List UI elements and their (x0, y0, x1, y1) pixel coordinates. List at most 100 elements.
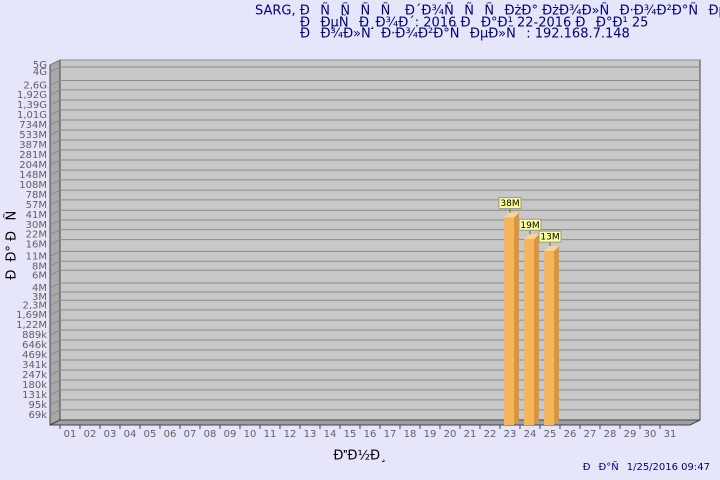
y-tick-label: 281M (19, 150, 47, 161)
x-tick-label: 16 (364, 429, 377, 440)
y-tick-label: 1,69M (16, 310, 47, 321)
y-tick-label: 1,39G (17, 100, 47, 111)
x-tick-label: 12 (284, 429, 297, 440)
footer: ĐĐ°Ñ1/25/2016 09:47 (583, 460, 710, 473)
grid-line (49, 349, 700, 356)
y-tick-label: 387M (19, 140, 47, 151)
y-tick-label: 11M (26, 251, 47, 262)
x-tick-label: 08 (204, 429, 217, 440)
y-tick-label: 8M (32, 261, 47, 272)
x-tick-label: 28 (604, 429, 617, 440)
y-tick-label: 69k (28, 410, 47, 421)
y-tick-label: 30M (26, 220, 47, 231)
x-axis-label: ĐĐ½Đ¸ (333, 449, 386, 464)
grid-line (49, 59, 700, 66)
y-tick-label: 341k (22, 360, 47, 371)
grid-line (49, 219, 700, 226)
x-tick-label: 10 (244, 429, 257, 440)
y-tick-label: 95k (28, 400, 47, 411)
x-tick-label: 20 (444, 429, 457, 440)
x-tick-label: 30 (644, 429, 657, 440)
bar-top (544, 246, 559, 252)
y-tick-label: 4M (32, 283, 47, 294)
y-tick-label: 57M (26, 200, 47, 211)
bar (544, 251, 554, 425)
grid-line (49, 309, 700, 316)
y-tick-label: 78M (26, 190, 47, 201)
y-tick-label: 1,22M (16, 320, 47, 331)
grid-line (49, 291, 700, 298)
y-tick-label: 5G (33, 60, 47, 71)
data-label: 13M (540, 233, 559, 243)
grid-line (49, 329, 700, 336)
x-tick-label: 01 (64, 429, 77, 440)
y-tick-label: 131k (22, 390, 47, 401)
x-tick-label: 26 (564, 429, 577, 440)
grid-line (49, 299, 700, 306)
grid-line (49, 169, 700, 176)
grid-line (49, 379, 700, 386)
grid-line (49, 409, 700, 416)
x-tick-label: 23 (504, 429, 517, 440)
x-tick-label: 21 (464, 429, 477, 440)
bar-top (524, 234, 539, 240)
y-tick-label: 41M (26, 210, 47, 221)
user-line: ĐĐ¾Đ»ÑĐ·Đ¾Đ²Đ°ÑĐµĐ»Ñ: 192.168.7.148 (300, 26, 630, 42)
x-tick-label: 02 (84, 429, 97, 440)
y-tick-label: 180k (22, 380, 47, 391)
x-tick-label: 04 (124, 429, 137, 440)
floor (49, 419, 701, 426)
grid-line (49, 239, 700, 246)
grid-line (49, 269, 700, 276)
y-tick-label: 1,01G (17, 110, 47, 121)
label-box (518, 218, 542, 231)
y-tick-label: 108M (19, 180, 47, 191)
grid-line (49, 99, 700, 106)
y-tick-label: 646k (22, 340, 47, 351)
y-tick-label: 3M (32, 292, 47, 303)
data-label: 19M (520, 221, 539, 231)
y-tick-label: 16M (26, 240, 47, 251)
y-tick-label: 533M (19, 130, 47, 141)
grid-line (49, 339, 700, 346)
y-tick-label: 2,3M (22, 300, 47, 311)
grid-line (49, 199, 700, 206)
x-tick-label: 07 (184, 429, 197, 440)
grid-line (49, 209, 700, 216)
label-box (538, 230, 562, 243)
grid-line (49, 66, 700, 73)
y-tick-label: 6M (32, 270, 47, 281)
y-tick-label: 148M (19, 170, 47, 181)
y-tick-label: 889k (22, 330, 47, 341)
grid-line (49, 319, 700, 326)
bar (504, 217, 514, 425)
x-tick-label: 03 (104, 429, 117, 440)
grid-line (49, 159, 700, 166)
data-label: 38M (500, 199, 519, 209)
y-tick-label: 22M (26, 230, 47, 241)
grid-line (49, 389, 700, 396)
grid-line (49, 229, 700, 236)
grid-line (49, 149, 700, 156)
chart-title: SARG, ĐÑÑÑÑ Đ´Đ¾ÑÑÑĐżĐ° ĐżĐ¾Đ»Ñ… (255, 3, 720, 19)
x-tick-label: 29 (624, 429, 637, 440)
y-tick-label: 4G (33, 67, 47, 78)
grid-line (49, 260, 700, 267)
grid-line (49, 119, 700, 126)
y-axis-label: ĐĐ° ĐÑ (4, 200, 20, 279)
y-tick-label: 2,6G (23, 80, 47, 91)
y-tick-label: 247k (22, 370, 47, 381)
bar-top (504, 212, 519, 218)
x-tick-label: 19 (424, 429, 437, 440)
grid-line (49, 399, 700, 406)
grid-line (49, 89, 700, 96)
chart-subtitle: ĐĐµÑĐ¸Đ¾Đ´: 2016 ĐĐ°Đ¹ 22-2016 ĐĐ°Đ¹… (300, 15, 648, 31)
x-tick-label: 14 (324, 429, 337, 440)
x-tick-label: 09 (224, 429, 237, 440)
grid-line (49, 139, 700, 146)
bar-side (514, 212, 519, 425)
y-tick-label: 204M (19, 160, 47, 171)
grid-line (49, 359, 700, 366)
